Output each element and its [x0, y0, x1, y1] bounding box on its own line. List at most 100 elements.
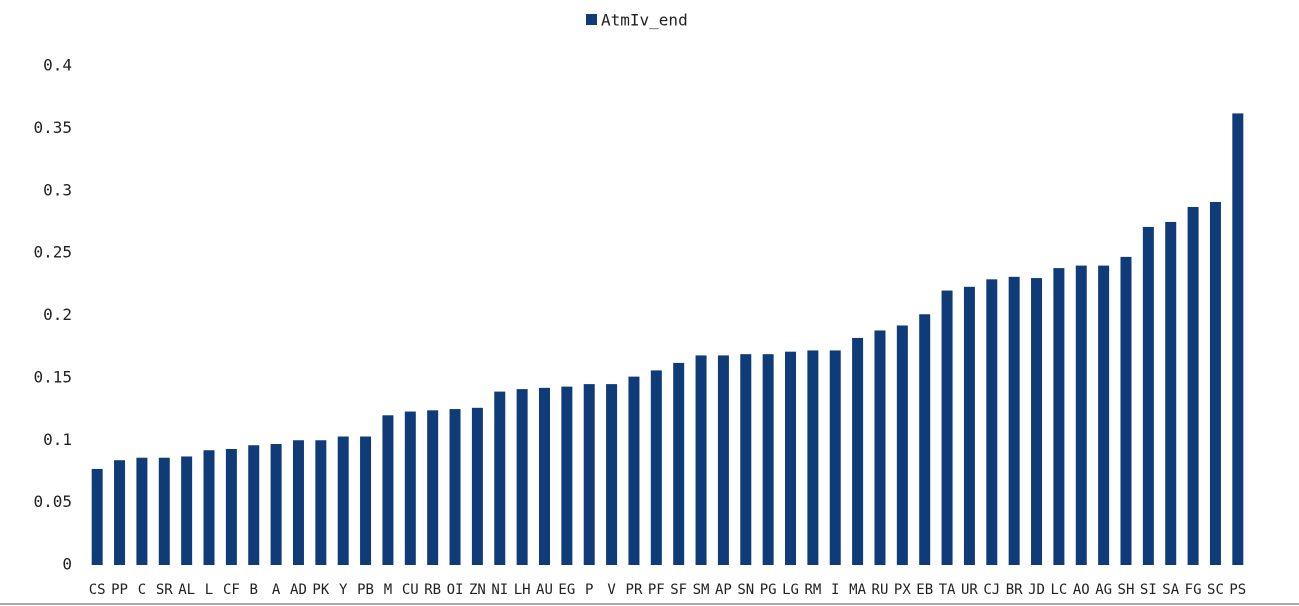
y-tick-label: 0.3: [43, 180, 72, 199]
x-tick-label: PR: [626, 582, 643, 598]
x-tick-label: CS: [89, 582, 106, 598]
bar: [516, 389, 528, 565]
x-tick-label: RU: [872, 582, 889, 598]
x-tick-label: JD: [1028, 582, 1045, 598]
x-tick-label: PX: [894, 582, 911, 598]
legend-label: AtmIv_end: [601, 11, 688, 30]
x-tick-label: SN: [737, 582, 754, 598]
bar: [360, 436, 372, 565]
x-tick-label: SA: [1162, 582, 1179, 598]
x-tick-label: AP: [715, 582, 732, 598]
x-tick-label: L: [205, 582, 213, 598]
x-tick-label: UR: [961, 582, 978, 598]
bar: [538, 387, 550, 565]
bar: [807, 350, 819, 565]
x-tick-label: M: [384, 582, 392, 598]
x-tick-label: AD: [290, 582, 307, 598]
bar: [717, 355, 729, 565]
x-tick-label: C: [138, 582, 146, 598]
bar: [650, 370, 662, 565]
bar: [181, 456, 193, 565]
x-tick-label: AU: [536, 582, 553, 598]
bar: [986, 279, 998, 565]
bar: [382, 415, 394, 565]
x-tick-label: CJ: [983, 582, 1000, 598]
y-tick-label: 0: [62, 555, 72, 574]
x-tick-label: EB: [916, 582, 933, 598]
bar: [1209, 201, 1221, 566]
bar: [628, 376, 640, 565]
x-tick-label: EG: [558, 582, 575, 598]
x-tick-label: LG: [782, 582, 799, 598]
x-tick-label: MA: [849, 582, 866, 598]
y-tick-label: 0.35: [33, 118, 72, 137]
x-tick-label: RB: [424, 582, 441, 598]
x-tick-label: PB: [357, 582, 374, 598]
x-tick-label: PF: [648, 582, 665, 598]
bar: [225, 448, 237, 565]
x-tick-label: TA: [939, 582, 956, 598]
x-tick-label: AL: [178, 582, 195, 598]
x-tick-label: SI: [1140, 582, 1157, 598]
bar: [606, 384, 618, 565]
bar: [673, 362, 685, 565]
x-tick-label: CU: [402, 582, 419, 598]
x-tick-label: PK: [312, 582, 329, 598]
x-tick-label: SM: [693, 582, 710, 598]
x-tick-label: PP: [111, 582, 128, 598]
bar: [1232, 113, 1244, 565]
bar: [695, 355, 707, 565]
bar: [1187, 206, 1199, 565]
bar: [874, 330, 886, 565]
bar: [1075, 265, 1087, 565]
bar: [1008, 276, 1020, 565]
bar: [471, 407, 483, 565]
bar: [740, 354, 752, 565]
x-tick-label: PG: [760, 582, 777, 598]
x-tick-label: B: [250, 582, 258, 598]
y-tick-label: 0.1: [43, 430, 72, 449]
bar: [337, 436, 349, 565]
x-tick-label: FG: [1185, 582, 1202, 598]
x-tick-label: SH: [1118, 582, 1135, 598]
x-tick-label: AG: [1095, 582, 1112, 598]
y-tick-label: 0.15: [33, 367, 72, 386]
bar: [896, 325, 908, 565]
bar: [248, 445, 260, 565]
bar: [1120, 256, 1132, 565]
x-tick-label: AO: [1073, 582, 1090, 598]
x-tick-label: CF: [223, 582, 240, 598]
bar: [136, 457, 148, 565]
bar: [270, 443, 282, 565]
x-tick-label: SR: [156, 582, 173, 598]
y-tick-label: 0.4: [43, 56, 72, 75]
x-tick-label: BR: [1006, 582, 1023, 598]
bar: [829, 350, 841, 565]
bar: [1098, 265, 1110, 565]
bar: [785, 351, 797, 565]
bar: [1053, 268, 1065, 565]
x-tick-label: RM: [804, 582, 821, 598]
x-tick-label: ZN: [469, 582, 486, 598]
x-tick-label: OI: [447, 582, 464, 598]
bar: [292, 440, 304, 565]
bar: [762, 354, 774, 565]
bar: [427, 410, 439, 565]
x-tick-label: PS: [1229, 582, 1246, 598]
x-tick-label: Y: [339, 582, 348, 598]
bar: [919, 314, 931, 565]
bar: [158, 457, 170, 565]
x-tick-label: I: [831, 582, 839, 598]
bar: [1165, 221, 1177, 565]
bar: [315, 440, 327, 565]
y-tick-label: 0.2: [43, 305, 72, 324]
x-tick-label: V: [607, 582, 616, 598]
bar: [1142, 226, 1154, 566]
y-tick-label: 0.05: [33, 492, 72, 511]
bar: [114, 460, 126, 565]
x-tick-label: SF: [670, 582, 687, 598]
x-tick-label: SC: [1207, 582, 1224, 598]
bar: [91, 468, 103, 565]
x-tick-label: NI: [491, 582, 508, 598]
